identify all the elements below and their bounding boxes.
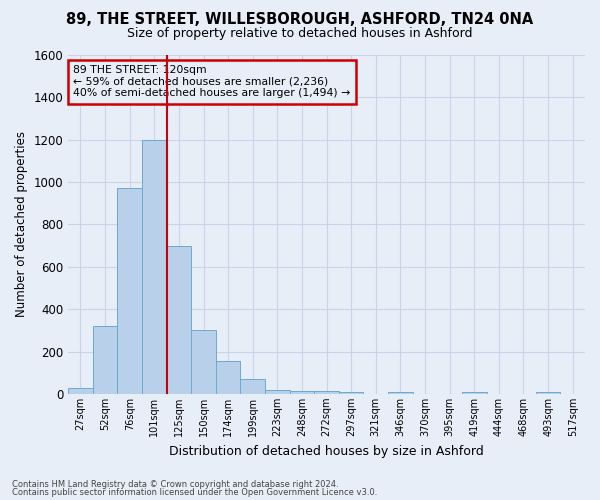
Bar (339, 392, 364, 394)
Bar (68, 388, 93, 394)
Bar (536, 392, 560, 394)
Text: 89, THE STREET, WILLESBOROUGH, ASHFORD, TN24 0NA: 89, THE STREET, WILLESBOROUGH, ASHFORD, … (67, 12, 533, 28)
Bar (191, 330, 216, 394)
Bar (241, 379, 265, 394)
Bar (93, 326, 118, 394)
Bar (167, 246, 191, 394)
Text: Size of property relative to detached houses in Ashford: Size of property relative to detached ho… (127, 28, 473, 40)
Y-axis label: Number of detached properties: Number of detached properties (15, 132, 28, 318)
Bar (265, 390, 290, 394)
Bar (142, 140, 167, 394)
Bar (216, 361, 241, 394)
Text: 89 THE STREET: 120sqm
← 59% of detached houses are smaller (2,236)
40% of semi-d: 89 THE STREET: 120sqm ← 59% of detached … (73, 65, 350, 98)
Bar (314, 390, 339, 394)
X-axis label: Distribution of detached houses by size in Ashford: Distribution of detached houses by size … (169, 444, 484, 458)
Text: Contains HM Land Registry data © Crown copyright and database right 2024.: Contains HM Land Registry data © Crown c… (12, 480, 338, 489)
Bar (290, 390, 314, 394)
Bar (462, 392, 487, 394)
Bar (388, 392, 413, 394)
Bar (118, 188, 142, 394)
Text: Contains public sector information licensed under the Open Government Licence v3: Contains public sector information licen… (12, 488, 377, 497)
